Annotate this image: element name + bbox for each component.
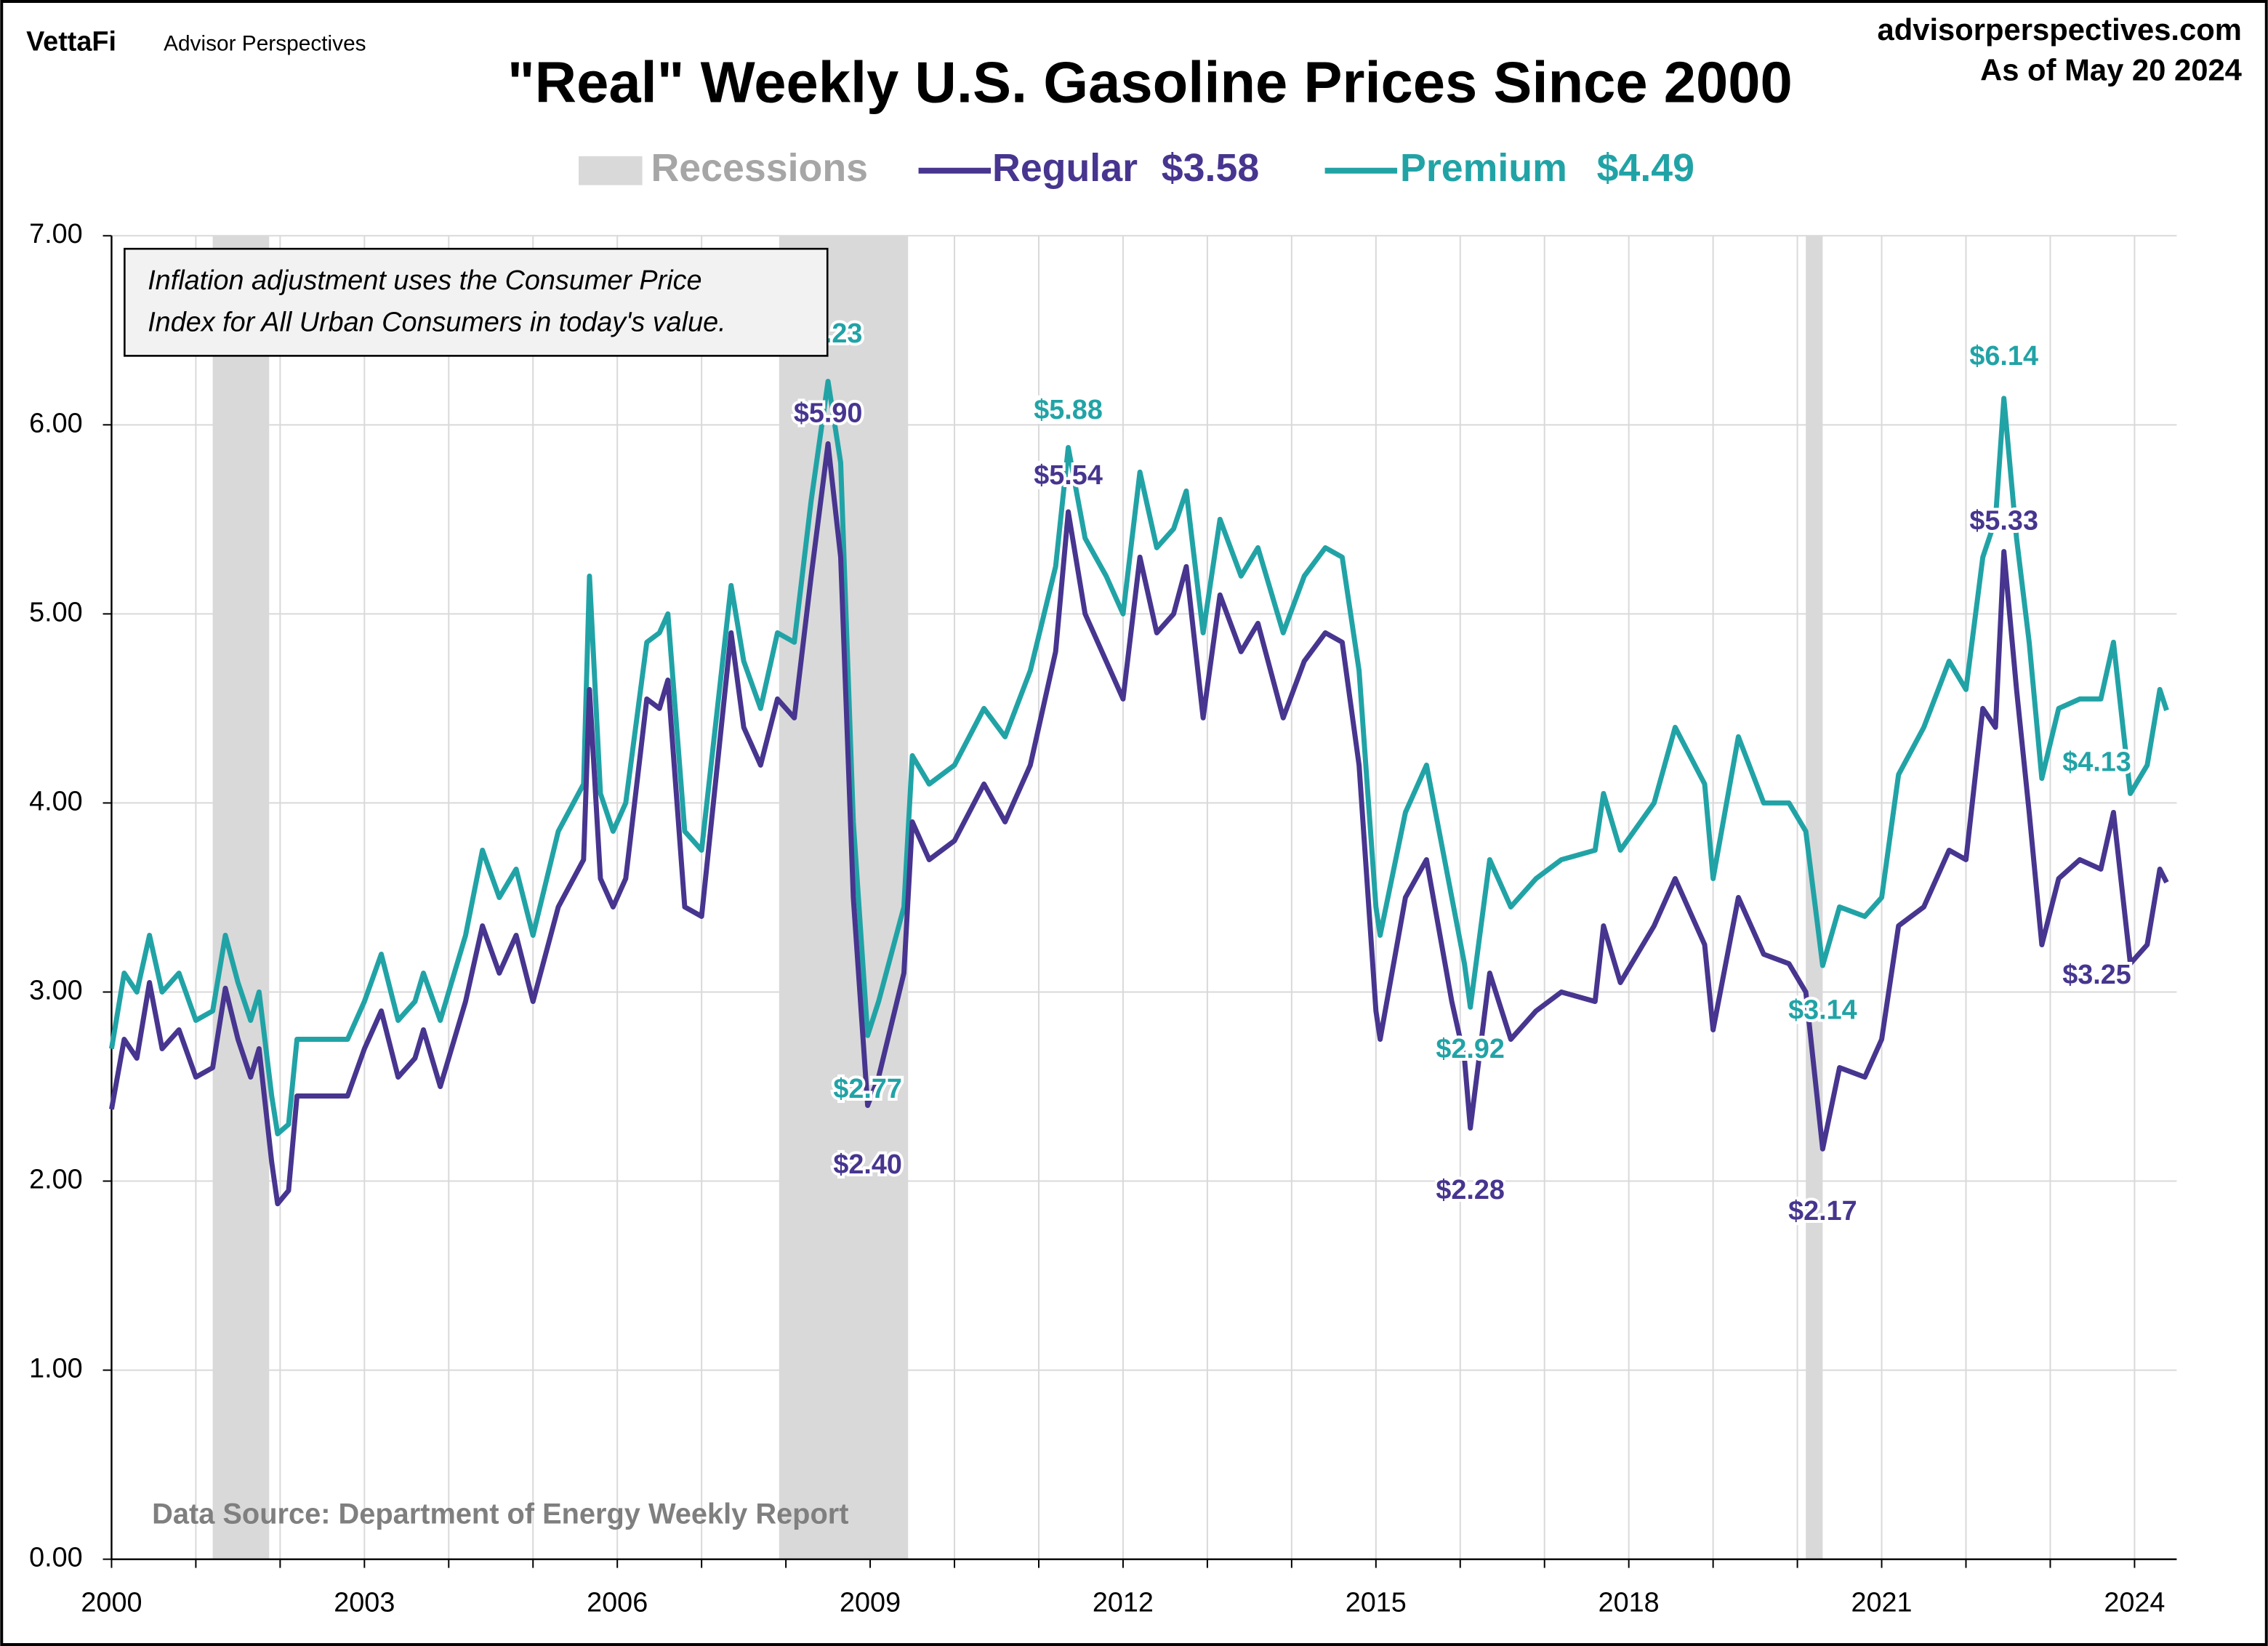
source: Data Source: Department of Energy Weekly…: [152, 1498, 848, 1530]
brand: VettaFi: [26, 27, 116, 57]
line-series: [109, 379, 2169, 1136]
y-tick-label: 3.00: [29, 975, 83, 1005]
legend-value: $3.58: [1162, 146, 1259, 190]
data-label: $5.33: [1969, 506, 2038, 537]
legend-label: Premium: [1400, 146, 1567, 190]
y-tick-label: 1.00: [29, 1354, 83, 1384]
data-label: $6.14: [1969, 341, 2038, 372]
data-label: $2.28: [1436, 1175, 1505, 1205]
data-label: $2.40: [833, 1149, 902, 1180]
y-tick-label: 2.00: [29, 1165, 83, 1195]
x-tick-label: 2000: [81, 1587, 142, 1618]
data-label: $3.14: [1788, 995, 1857, 1026]
site: advisorperspectives.com: [1877, 12, 2241, 47]
x-tick-label: 2024: [2104, 1587, 2165, 1618]
x-tick-label: 2003: [334, 1587, 395, 1618]
recession-band: [779, 236, 909, 1559]
data-label: $2.77: [833, 1074, 902, 1104]
y-tick-label: 6.00: [29, 408, 83, 438]
x-tick-label: 2006: [587, 1587, 648, 1618]
data-label: $3.25: [2062, 960, 2131, 990]
data-label: $5.90: [794, 398, 863, 429]
brand-sub: Advisor Perspectives: [164, 32, 366, 56]
legend: Recessions Regular $3.58 Premium $4.49: [579, 146, 1694, 190]
y-tick-label: 7.00: [29, 219, 83, 249]
x-tick-label: 2012: [1093, 1587, 1154, 1618]
legend-swatch: [579, 156, 643, 185]
y-tick-label: 0.00: [29, 1543, 83, 1573]
data-label: $5.88: [1034, 395, 1103, 425]
y-tick-label: 4.00: [29, 786, 83, 816]
note-text: Index for All Urban Consumers in today's…: [148, 308, 725, 338]
data-label: $2.92: [1436, 1034, 1505, 1064]
date: As of May 20 2024: [1980, 53, 2242, 87]
legend-value: $4.49: [1597, 146, 1694, 190]
data-label: $2.17: [1788, 1196, 1857, 1227]
data-label: $5.54: [1034, 460, 1103, 491]
line-series: [109, 441, 2169, 1207]
x-tick-label: 2018: [1599, 1587, 1660, 1618]
note-text: Inflation adjustment uses the Consumer P…: [148, 265, 701, 296]
x-tick-label: 2009: [840, 1587, 901, 1618]
note-box: [124, 247, 829, 357]
x-tick-label: 2021: [1851, 1587, 1913, 1618]
recession-band: [212, 236, 270, 1559]
legend-label: Regular: [992, 146, 1138, 190]
plot: 0.00 1.00 2.00 3.00 4.00 5.00 6.00 7.00 2000 2003…: [29, 219, 2177, 1618]
data-label: $4.13: [2062, 747, 2131, 778]
legend-label: Recessions: [651, 146, 869, 190]
x-tick-label: 2015: [1346, 1587, 1407, 1618]
y-tick-label: 5.00: [29, 597, 83, 627]
chart-title: "Real" Weekly U.S. Gasoline Prices Since…: [507, 49, 1793, 114]
